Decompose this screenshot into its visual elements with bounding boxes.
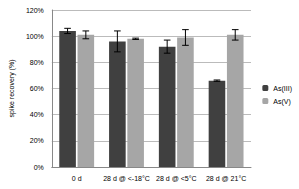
svg-text:28 d @ <5°C: 28 d @ <5°C (156, 175, 196, 182)
svg-text:28 d @ 21°C: 28 d @ 21°C (206, 175, 246, 182)
svg-text:40%: 40% (30, 111, 44, 118)
svg-text:As(III): As(III) (273, 85, 292, 93)
svg-text:120%: 120% (26, 7, 44, 14)
svg-text:20%: 20% (30, 137, 44, 144)
svg-text:60%: 60% (30, 85, 44, 92)
svg-text:0%: 0% (34, 164, 44, 171)
svg-text:100%: 100% (26, 33, 44, 40)
svg-text:28 d @ <-18°C: 28 d @ <-18°C (103, 175, 150, 182)
svg-text:0 d: 0 d (72, 175, 82, 182)
svg-text:As(V): As(V) (273, 98, 291, 106)
svg-text:80%: 80% (30, 59, 44, 66)
svg-text:spike recovery (%): spike recovery (%) (8, 60, 16, 118)
